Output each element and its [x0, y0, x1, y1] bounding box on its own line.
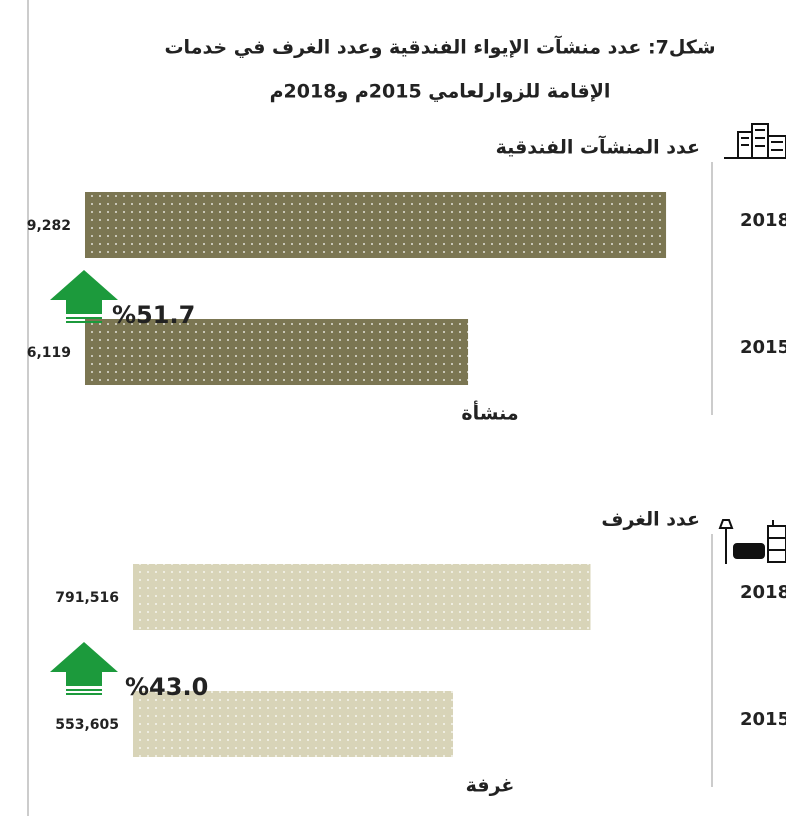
growth-annotation: %51.7	[112, 301, 195, 329]
room-icon	[718, 519, 786, 564]
value-label: 9,282	[27, 218, 71, 234]
chart-title: عدد المنشآت الفندقية	[496, 135, 700, 159]
category-label: 2018	[740, 582, 786, 603]
bar	[133, 691, 453, 757]
category-label: 2015	[740, 337, 786, 358]
growth-annotation: %43.0	[125, 673, 208, 701]
value-label: 6,119	[27, 345, 71, 361]
up-arrow	[50, 270, 118, 314]
value-label: 791,516	[55, 590, 119, 606]
chart-title: عدد الغرف	[601, 509, 700, 531]
value-label: 553,605	[55, 717, 119, 733]
unit-label: غرفة	[466, 775, 515, 797]
arrow-lines	[66, 317, 102, 323]
hotel-icon	[724, 123, 786, 159]
figure-title: شكل7: عدد منشآت الإيواء الفندقية وعدد ال…	[164, 35, 715, 59]
up-arrow	[50, 642, 118, 686]
bar	[85, 319, 469, 385]
figure-title: الإقامة للزوارلعامي 2015م و2018م	[270, 81, 611, 103]
category-label: 2015	[740, 709, 786, 730]
bar	[85, 192, 667, 258]
arrow-lines	[66, 689, 102, 695]
category-label: 2018	[740, 210, 786, 231]
bar	[133, 564, 591, 630]
unit-label: منشأة	[461, 401, 518, 425]
